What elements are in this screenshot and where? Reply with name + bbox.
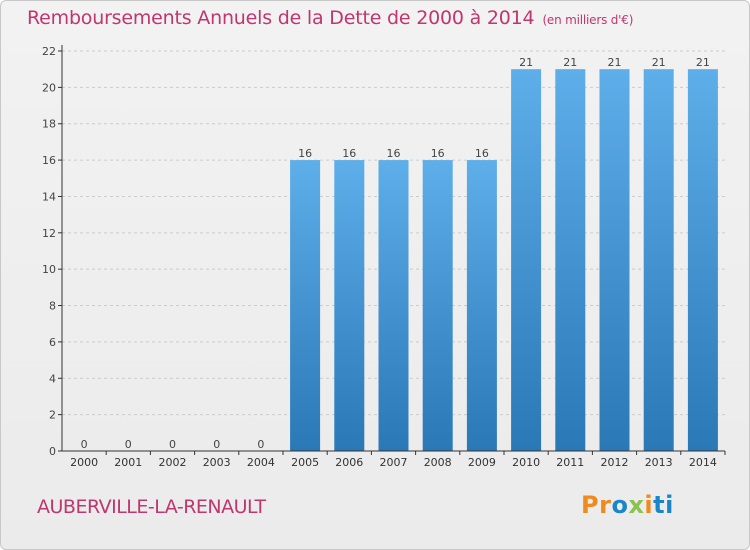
x-tick-label: 2003 — [203, 456, 231, 469]
x-tick-label: 2000 — [70, 456, 98, 469]
logo-letter: t — [653, 491, 666, 519]
bar — [511, 69, 542, 451]
bar-value-label: 16 — [431, 147, 445, 160]
y-tick-label: 4 — [49, 372, 56, 385]
y-tick-label: 0 — [49, 445, 56, 458]
bar-value-label: 0 — [257, 438, 264, 451]
y-tick-label: 10 — [42, 263, 56, 276]
logo-letter: x — [628, 491, 645, 519]
title-text: Remboursements Annuels de la Dette de 20… — [27, 7, 535, 29]
y-tick-label: 20 — [42, 81, 56, 94]
bar — [643, 69, 674, 451]
logo-letter: r — [599, 491, 612, 519]
title-unit: (en milliers d'€) — [542, 13, 634, 27]
x-tick-label: 2004 — [247, 456, 275, 469]
y-tick-label: 12 — [42, 227, 56, 240]
x-tick-label: 2007 — [380, 456, 408, 469]
bar — [687, 69, 718, 451]
x-tick-label: 2001 — [114, 456, 142, 469]
bar-value-label: 21 — [563, 56, 577, 69]
logo-letter: P — [581, 491, 600, 519]
x-tick-label: 2009 — [468, 456, 496, 469]
bar-value-label: 0 — [213, 438, 220, 451]
x-tick-label: 2011 — [556, 456, 584, 469]
axes: 0 2 4 6 8 10 12 14 16 18 20 22 2000 2001 2002 2003 2004 2… — [42, 45, 726, 469]
x-tick-label: 2013 — [645, 456, 673, 469]
bars: 0 0 0 0 0 16 16 16 16 16 21 21 21 21 21 — [81, 56, 718, 451]
bar — [555, 69, 586, 451]
bar-value-label: 21 — [696, 56, 710, 69]
bar-value-label: 0 — [125, 438, 132, 451]
bar — [334, 160, 365, 451]
x-tick-label: 2008 — [424, 456, 452, 469]
commune-name: AUBERVILLE-LA-RENAULT — [37, 496, 266, 518]
bar-value-label: 16 — [298, 147, 312, 160]
bar-value-label: 21 — [608, 56, 622, 69]
bar-value-label: 0 — [81, 438, 88, 451]
logo-letter: i — [665, 491, 674, 519]
bar — [422, 160, 453, 451]
y-tick-label: 18 — [42, 118, 56, 131]
bar-value-label: 0 — [169, 438, 176, 451]
chart-title: Remboursements Annuels de la Dette de 20… — [27, 7, 633, 29]
bar-value-label: 16 — [342, 147, 356, 160]
y-tick-label: 6 — [49, 336, 56, 349]
y-tick-label: 2 — [49, 409, 56, 422]
x-tick-label: 2006 — [335, 456, 363, 469]
proxiti-logo: Proxiti — [581, 491, 674, 519]
logo-letter: o — [611, 491, 629, 519]
y-tick-label: 22 — [42, 45, 56, 58]
bar — [599, 69, 630, 451]
y-tick-label: 14 — [42, 190, 56, 203]
y-tick-label: 16 — [42, 154, 56, 167]
bar-value-label: 21 — [652, 56, 666, 69]
bar — [290, 160, 321, 451]
x-tick-label: 2010 — [512, 456, 540, 469]
bar — [378, 160, 409, 451]
x-tick-label: 2005 — [291, 456, 319, 469]
x-tick-label: 2012 — [601, 456, 629, 469]
bar-value-label: 21 — [519, 56, 533, 69]
y-tick-label: 8 — [49, 300, 56, 313]
x-tick-label: 2002 — [159, 456, 187, 469]
logo-letter: i — [644, 491, 654, 519]
x-tick-label: 2014 — [689, 456, 717, 469]
bar-value-label: 16 — [387, 147, 401, 160]
bar-value-label: 16 — [475, 147, 489, 160]
bar — [466, 160, 497, 451]
